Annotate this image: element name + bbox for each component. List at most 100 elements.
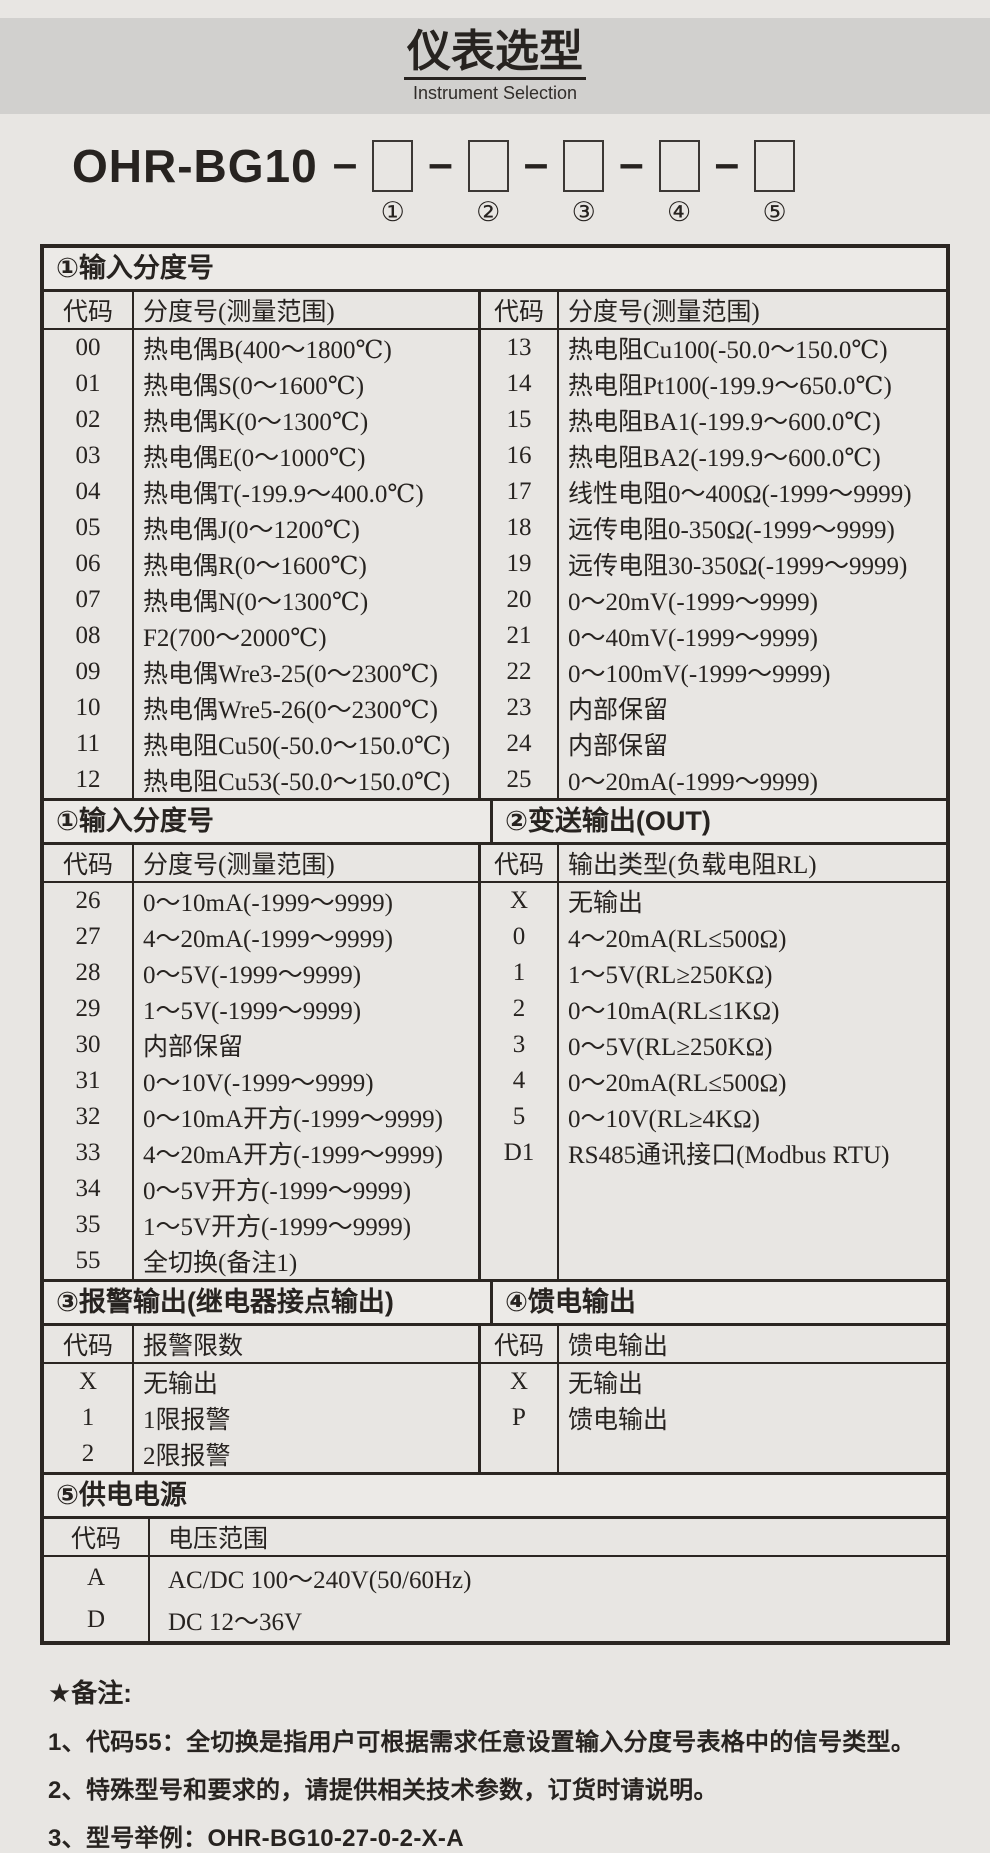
table-row: 1 1限报警 — [44, 1400, 478, 1436]
table-row: 24 内部保留 — [481, 726, 946, 762]
table-row: 07 热电偶N(0～1300℃) — [44, 582, 478, 618]
table-row: 28 0～5V(-1999～9999) — [44, 955, 478, 991]
code-cell: 1 — [512, 959, 526, 986]
table-row: 4 0～20mA(RL≤500Ω) — [481, 1063, 946, 1099]
table-row: 11 热电阻Cu50(-50.0～150.0℃) — [44, 726, 478, 762]
column-header-desc: 分度号(测量范围) — [143, 299, 335, 326]
model-code-box — [563, 140, 605, 192]
column-header-row: 代码 输出类型(负载电阻RL) — [481, 845, 946, 883]
code-cell: 12 — [75, 766, 101, 793]
desc-cell: 2限报警 — [143, 1443, 231, 1470]
code-cell: 23 — [506, 694, 532, 721]
desc-cell: 0～20mA(-1999～9999) — [568, 769, 818, 796]
table-row: 35 1～5V开方(-1999～9999) — [44, 1207, 478, 1243]
table-row: 01 热电偶S(0～1600℃) — [44, 366, 478, 402]
section-header-row: ③报警输出(继电器接点输出) ④馈电输出 — [44, 1282, 946, 1326]
code-cell: X — [509, 1368, 529, 1395]
table-row: 04 热电偶T(-199.9～400.0℃) — [44, 474, 478, 510]
desc-cell: 热电偶K(0～1300℃) — [143, 409, 369, 436]
code-cell: 09 — [75, 658, 101, 685]
model-code-box-group: ① — [372, 134, 414, 228]
left-subtable: 代码 报警限数 X 无输出 1 1限报警 2 2限报警 — [44, 1326, 478, 1472]
remark-item-3: 3、型号举例：OHR-BG10-27-0-2-X-A — [48, 1825, 464, 1852]
desc-cell: 4～20mA(RL≤500Ω) — [568, 926, 787, 953]
desc-cell: 4～20mA开方(-1999～9999) — [143, 1142, 443, 1169]
code-cell: 10 — [75, 694, 101, 721]
model-code-box-group: ② — [467, 134, 509, 228]
desc-cell: 热电偶J(0～1200℃) — [143, 517, 360, 544]
code-cell: 06 — [75, 550, 101, 577]
column-header-row: 代码 报警限数 — [44, 1326, 478, 1364]
code-cell: 32 — [75, 1103, 101, 1130]
code-cell: 18 — [506, 514, 532, 541]
code-cell: P — [512, 1404, 526, 1431]
section-body: 代码 报警限数 X 无输出 1 1限报警 2 2限报警 代码 馈电输出 X 无输出 P 馈电输出 — [44, 1326, 946, 1472]
desc-cell: 内部保留 — [568, 733, 669, 760]
desc-cell: 内部保留 — [143, 1034, 244, 1061]
column-header-code: 代码 — [493, 1333, 544, 1360]
code-cell: 05 — [75, 514, 101, 541]
desc-cell: 0～5V开方(-1999～9999) — [143, 1178, 412, 1205]
code-cell: X — [78, 1368, 98, 1395]
code-cell: D1 — [503, 1139, 535, 1166]
desc-cell: 全切换(备注1) — [143, 1250, 298, 1277]
dash-separator: – — [619, 139, 644, 188]
position-number: ④ — [667, 197, 692, 227]
table-row: 09 热电偶Wre3-25(0～2300℃) — [44, 654, 478, 690]
page-title: 仪表选型 — [404, 27, 586, 81]
code-cell: 28 — [75, 959, 101, 986]
model-code-slot: – ④ — [604, 134, 700, 228]
model-code-box — [754, 140, 796, 192]
column-header-desc: 分度号(测量范围) — [568, 299, 760, 326]
position-number: ① — [380, 197, 405, 227]
desc-cell: 热电偶Wre3-25(0～2300℃) — [143, 661, 438, 688]
desc-cell: 热电阻Pt100(-199.9～650.0℃) — [568, 373, 892, 400]
desc-cell: 内部保留 — [568, 697, 669, 724]
dash-separator: – — [714, 139, 740, 188]
table-row: 0 4～20mA(RL≤500Ω) — [481, 919, 946, 955]
desc-cell: 1～5V(RL≥250KΩ) — [568, 962, 773, 989]
section-header-left: ①输入分度号 — [44, 801, 490, 842]
desc-cell: 0～10mA(RL≤1KΩ) — [568, 998, 780, 1025]
remarks-title: ★备注: — [48, 1678, 132, 1708]
code-cell: 25 — [506, 766, 532, 793]
model-code-line: OHR-BG10 – ① – ② – ③ – ④ – ⑤ — [72, 134, 990, 236]
code-cell: 15 — [506, 406, 532, 433]
code-cell: 1 — [81, 1404, 95, 1431]
desc-cell: 热电偶Wre5-26(0～2300℃) — [143, 697, 438, 724]
desc-cell: 热电阻BA1(-199.9～600.0℃) — [568, 409, 881, 436]
code-cell: 0 — [512, 923, 526, 950]
code-cell: 19 — [506, 550, 532, 577]
code-cell: 20 — [506, 586, 532, 613]
table-rows: 13 热电阻Cu100(-50.0～150.0℃) 14 热电阻Pt100(-199.… — [481, 330, 946, 798]
desc-cell: 热电偶B(400～1800℃) — [143, 337, 392, 364]
desc-cell: 热电偶T(-199.9～400.0℃) — [143, 481, 424, 508]
desc-cell: 热电偶E(0～1000℃) — [143, 445, 366, 472]
desc-cell: 无输出 — [143, 1371, 219, 1398]
table-row: 06 热电偶R(0～1600℃) — [44, 546, 478, 582]
column-header-desc: 电压范围 — [168, 1526, 269, 1553]
code-cell: 13 — [506, 334, 532, 361]
desc-cell: 热电阻Cu53(-50.0～150.0℃) — [143, 769, 451, 796]
table-row: A AC/DC 100～240V(50/60Hz) — [44, 1557, 946, 1599]
table-rows: X 无输出 P 馈电输出 — [481, 1364, 946, 1472]
column-header-code: 代码 — [493, 299, 544, 326]
model-code-slot: – ① — [318, 134, 414, 228]
desc-cell: 线性电阻0～400Ω(-1999～9999) — [568, 481, 912, 508]
table-row: 29 1～5V(-1999～9999) — [44, 991, 478, 1027]
column-header-row: 代码 电压范围 — [44, 1519, 946, 1557]
dash-separator: – — [523, 139, 549, 188]
code-cell: 08 — [75, 622, 101, 649]
table-rows: X 无输出 0 4～20mA(RL≤500Ω) 1 1～5V(RL≥250KΩ) 2 0～10… — [481, 883, 946, 1279]
code-cell: 16 — [506, 442, 532, 469]
position-number: ⑤ — [762, 197, 787, 227]
desc-cell: 无输出 — [568, 1371, 644, 1398]
table-row: 30 内部保留 — [44, 1027, 478, 1063]
table-row: D1 RS485通讯接口(Modbus RTU) — [481, 1135, 946, 1171]
column-header-code: 代码 — [62, 852, 113, 879]
model-code-box — [372, 140, 414, 192]
table-row: 10 热电偶Wre5-26(0～2300℃) — [44, 690, 478, 726]
table-row: 00 热电偶B(400～1800℃) — [44, 330, 478, 366]
code-cell: 2 — [512, 995, 526, 1022]
table-row: 1 1～5V(RL≥250KΩ) — [481, 955, 946, 991]
